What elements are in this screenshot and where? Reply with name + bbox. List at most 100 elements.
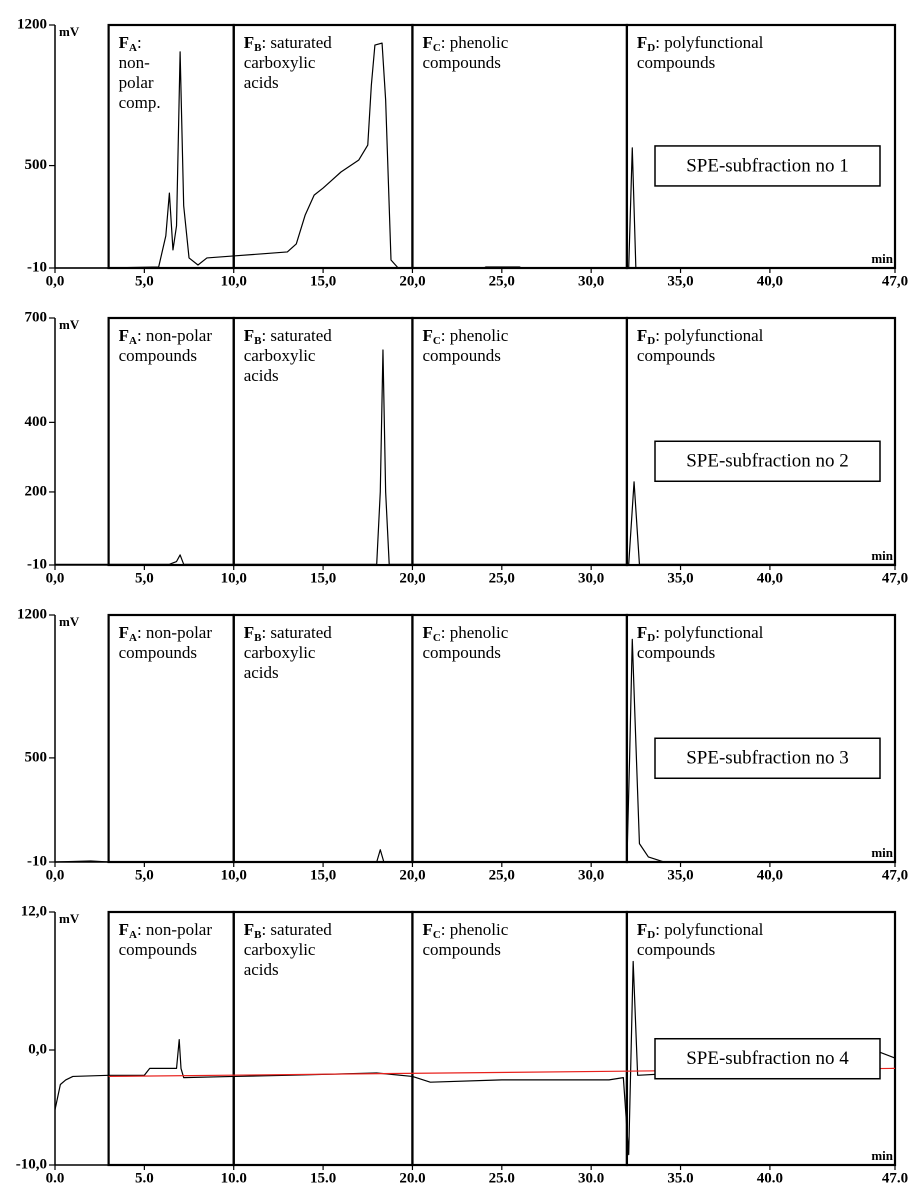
fraction-text: carboxylic (244, 643, 316, 662)
y-unit: mV (59, 24, 80, 39)
fraction-subscript: C (433, 929, 441, 941)
fraction-title: FC: phenolic (422, 326, 508, 347)
fraction-text: compounds (119, 346, 197, 365)
fraction-text: : saturated (261, 920, 332, 939)
fraction-subscript: C (433, 632, 441, 644)
fraction-text: carboxylic (244, 346, 316, 365)
fraction-text: : saturated (261, 326, 332, 345)
y-unit: mV (59, 911, 80, 926)
fraction-text: compounds (637, 940, 715, 959)
fraction-symbol: F (422, 33, 432, 52)
x-tick-label: 35.0 (667, 1170, 693, 1186)
fraction-title: FA: non-polar (119, 920, 213, 941)
x-tick-label: 10,0 (221, 867, 247, 883)
fraction-text: : phenolic (441, 623, 509, 642)
fraction-text: acids (244, 960, 279, 979)
fraction-title: FB: saturated (244, 326, 333, 347)
fraction-text: compounds (422, 53, 500, 72)
x-unit: min (871, 1148, 893, 1163)
fraction-title: FC: phenolic (422, 920, 508, 941)
x-unit: min (871, 845, 893, 860)
x-tick-label: 10,0 (221, 570, 247, 586)
x-tick-label: 30,0 (578, 570, 604, 586)
trace (55, 349, 895, 565)
x-tick-label: 40,0 (757, 273, 783, 289)
fraction-title: FB: saturated (244, 623, 333, 644)
fraction-title: FB: saturated (244, 920, 333, 941)
x-tick-label: 10,0 (221, 273, 247, 289)
fraction-title: FD: polyfunctional (637, 326, 764, 347)
fraction-text: : non-polar (137, 920, 212, 939)
panel: -10 500 1200 0,0 5,0 10,0 15,0 20,0 25,0 30,0 35,0… (17, 606, 908, 883)
fraction-subscript: D (647, 42, 655, 54)
y-tick-label: 400 (25, 414, 48, 430)
x-tick-label: 35,0 (667, 273, 693, 289)
x-tick-label: 47.0 (882, 1170, 908, 1186)
fraction-subscript: B (254, 42, 262, 54)
fraction-text: : non-polar (137, 326, 212, 345)
fraction-box (625, 316, 897, 567)
fraction-title: FA: non-polar (119, 623, 213, 644)
x-tick-label: 30.0 (578, 1170, 604, 1186)
subfraction-box (654, 440, 881, 483)
x-tick-label: 0,0 (46, 570, 65, 586)
x-tick-label: 0.0 (46, 1170, 65, 1186)
y-tick-label: 500 (25, 749, 48, 765)
subfraction-label: SPE-subfraction no 4 (686, 1048, 849, 1069)
y-tick-label: -10 (27, 556, 47, 572)
fraction-symbol: F (244, 623, 254, 642)
fraction-text: compounds (422, 643, 500, 662)
x-tick-label: 5.0 (135, 1170, 154, 1186)
fraction-text: compounds (637, 346, 715, 365)
fraction-text: carboxylic (244, 940, 316, 959)
y-tick-label: 500 (25, 157, 48, 173)
y-tick-label: 200 (25, 483, 48, 499)
x-tick-label: 47,0 (882, 867, 908, 883)
panel: -10 500 1200 0,0 5,0 10,0 15,0 20,0 25,0 30,0 35,0… (17, 16, 908, 289)
fraction-text: compounds (422, 346, 500, 365)
fraction-symbol: F (637, 920, 647, 939)
fraction-text: compounds (119, 643, 197, 662)
fraction-title: FC: phenolic (422, 33, 508, 54)
fraction-subscript: C (433, 335, 441, 347)
subfraction-label: SPE-subfraction no 3 (686, 748, 849, 769)
fraction-subscript: A (129, 929, 137, 941)
fraction-text: compounds (422, 940, 500, 959)
fraction-text: polar (119, 73, 154, 92)
fraction-text: acids (244, 366, 279, 385)
fraction-title: FC: phenolic (422, 623, 508, 644)
fraction-subscript: B (254, 632, 262, 644)
x-tick-label: 30,0 (578, 273, 604, 289)
x-tick-label: 40,0 (757, 570, 783, 586)
fraction-text: : polyfunctional (655, 623, 763, 642)
fraction-text: compounds (637, 53, 715, 72)
x-tick-label: 5,0 (135, 570, 154, 586)
x-tick-label: 25,0 (489, 570, 515, 586)
fraction-symbol: F (637, 33, 647, 52)
y-tick-label: 1200 (17, 606, 47, 622)
fraction-text: : polyfunctional (655, 920, 763, 939)
x-tick-label: 35,0 (667, 867, 693, 883)
subfraction-box (654, 737, 881, 780)
trace (54, 638, 895, 863)
fraction-title: FA: non-polar (119, 326, 213, 347)
fraction-symbol: F (637, 623, 647, 642)
fraction-symbol: F (119, 33, 129, 52)
fraction-text: : phenolic (441, 920, 509, 939)
x-tick-label: 0,0 (46, 867, 65, 883)
fraction-symbol: F (119, 623, 129, 642)
fraction-symbol: F (422, 623, 432, 642)
subfraction-box (654, 1037, 881, 1080)
x-tick-label: 47,0 (882, 570, 908, 586)
x-tick-label: 15,0 (310, 570, 336, 586)
x-tick-label: 15,0 (310, 867, 336, 883)
fraction-symbol: F (422, 326, 432, 345)
fraction-text: non- (119, 53, 151, 72)
x-tick-label: 25.0 (489, 1170, 515, 1186)
x-tick-label: 20.0 (399, 1170, 425, 1186)
x-tick-label: 5,0 (135, 867, 154, 883)
trace (55, 42, 895, 269)
subfraction-label: SPE-subfraction no 1 (686, 155, 849, 176)
fraction-title: FD: polyfunctional (637, 623, 764, 644)
